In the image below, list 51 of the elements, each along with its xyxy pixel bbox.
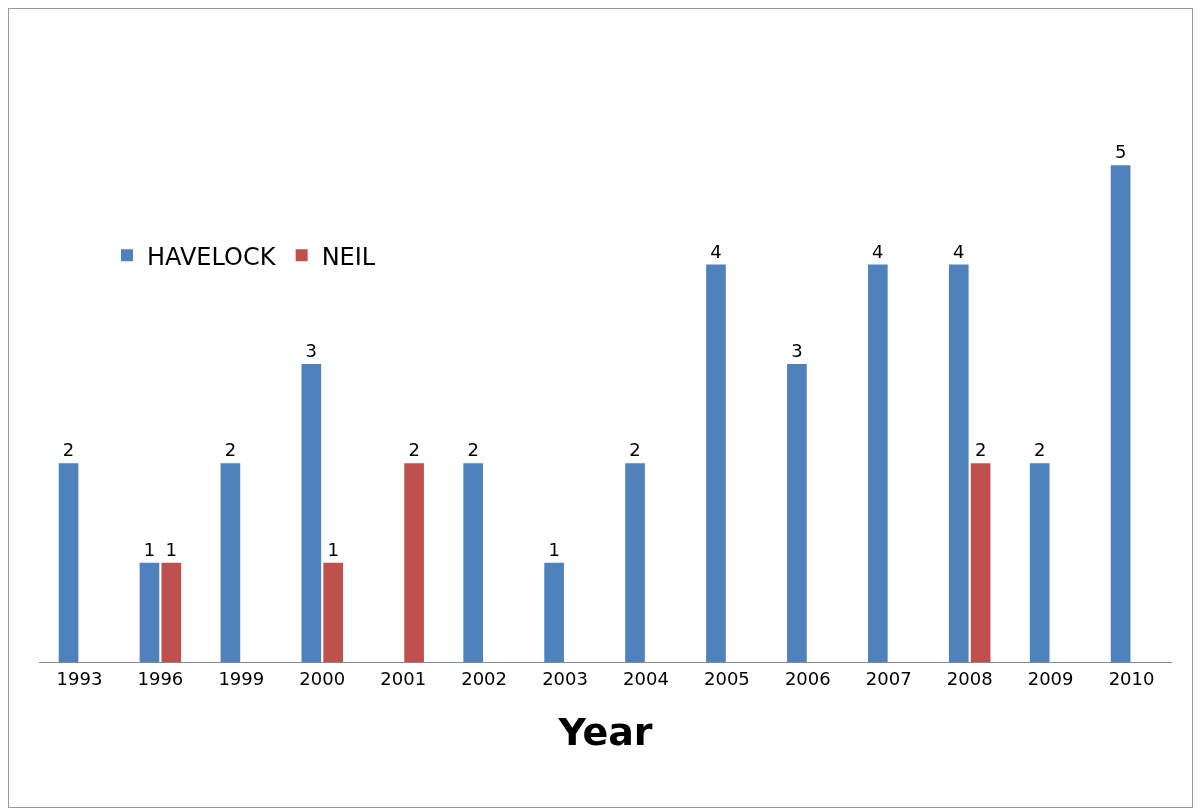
x-tick-label: 1993: [56, 667, 103, 689]
x-tick-label: 2002: [461, 667, 508, 689]
bar: [787, 363, 807, 662]
data-label: 2: [974, 439, 987, 461]
data-label: 2: [62, 439, 75, 461]
bar: [404, 463, 424, 662]
data-label: 4: [872, 240, 884, 262]
bar: [867, 264, 888, 662]
x-tick-label: 1999: [218, 667, 265, 689]
bar: [706, 264, 726, 662]
bar: [970, 463, 991, 662]
data-label: 1: [548, 538, 560, 560]
bar: [323, 562, 344, 662]
legend-label: HAVELOCK: [146, 242, 277, 271]
data-label: 2: [629, 439, 641, 461]
bar: [58, 463, 79, 662]
data-label: 5: [1114, 141, 1127, 163]
x-tick-label: 2010: [1108, 667, 1155, 689]
data-label: 4: [953, 240, 965, 262]
data-label: 2: [224, 439, 237, 461]
bar: [948, 264, 969, 662]
data-label: 1: [143, 538, 156, 560]
x-tick-label: 1996: [137, 667, 184, 689]
legend-label: NEIL: [321, 242, 376, 271]
x-tick-label: 2001: [380, 667, 427, 689]
bar: [139, 562, 160, 662]
x-tick-label: 2004: [623, 667, 669, 689]
data-label: 2: [1033, 439, 1046, 461]
bar: [625, 463, 645, 662]
x-tick-label: 2003: [542, 667, 588, 689]
data-label: 1: [327, 538, 339, 560]
x-tick-label: 2005: [703, 667, 750, 689]
x-tick-label: 2007: [865, 667, 912, 689]
bar: [1110, 165, 1131, 662]
data-label: 3: [791, 339, 803, 361]
x-tick-label: 2009: [1027, 667, 1074, 689]
bar: [544, 562, 564, 662]
data-label: 4: [710, 240, 722, 262]
data-label: 3: [305, 339, 318, 361]
bar: [161, 562, 182, 662]
bar: [463, 463, 484, 662]
bar: [220, 463, 241, 662]
data-label: 2: [467, 439, 479, 461]
bar: [1029, 463, 1050, 662]
x-tick-label: 2000: [299, 667, 346, 689]
x-tick-label: 2008: [946, 667, 993, 689]
bar: [301, 363, 322, 662]
data-label: 2: [408, 439, 420, 461]
x-tick-label: 2006: [784, 667, 831, 689]
data-label: 1: [165, 538, 178, 560]
x-axis-title: Year: [557, 709, 653, 754]
